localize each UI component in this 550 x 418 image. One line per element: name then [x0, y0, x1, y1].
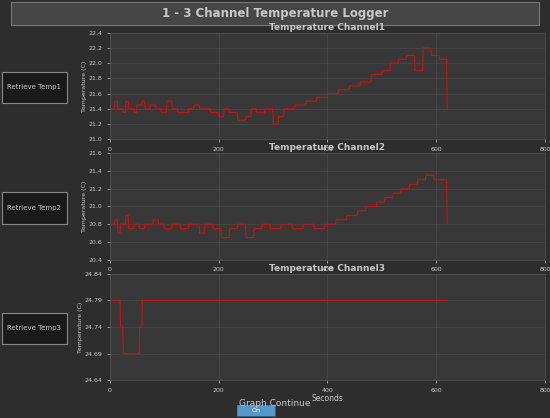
FancyBboxPatch shape — [2, 192, 67, 224]
X-axis label: Seconds: Seconds — [311, 394, 343, 403]
X-axis label: Seconds: Seconds — [311, 274, 343, 283]
Text: 1 - 3 Channel Temperature Logger: 1 - 3 Channel Temperature Logger — [162, 7, 388, 20]
X-axis label: Seconds: Seconds — [311, 153, 343, 162]
Title: Temperature Channel1: Temperature Channel1 — [270, 23, 386, 32]
Text: Retrieve Temp2: Retrieve Temp2 — [8, 205, 61, 211]
Y-axis label: Temperature (C): Temperature (C) — [81, 60, 87, 112]
Title: Temperature Channel2: Temperature Channel2 — [270, 143, 386, 152]
Text: On: On — [251, 408, 260, 413]
FancyBboxPatch shape — [2, 313, 67, 344]
Text: Graph Continue: Graph Continue — [239, 399, 311, 408]
Text: Retrieve Temp1: Retrieve Temp1 — [7, 84, 62, 90]
Text: Retrieve Temp3: Retrieve Temp3 — [7, 326, 62, 331]
Y-axis label: Temperature (C): Temperature (C) — [78, 301, 82, 353]
FancyBboxPatch shape — [2, 72, 67, 103]
Title: Temperature Channel3: Temperature Channel3 — [270, 264, 386, 273]
Y-axis label: Temperature (C): Temperature (C) — [82, 181, 87, 232]
